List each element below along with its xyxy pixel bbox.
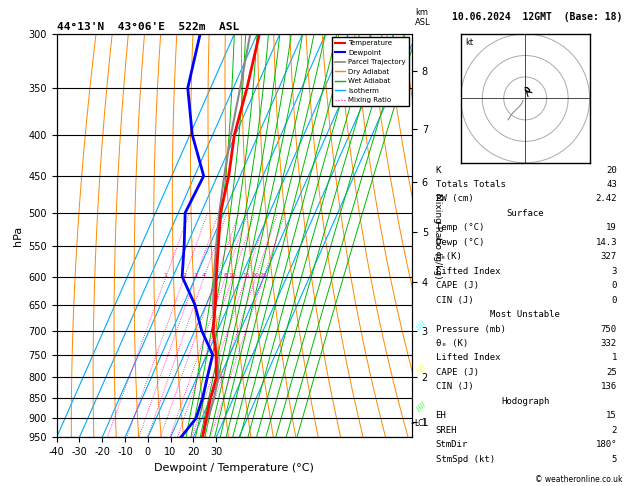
Text: StmDir: StmDir: [435, 440, 468, 449]
Text: K: K: [435, 166, 441, 174]
Text: Temp (°C): Temp (°C): [435, 224, 484, 232]
Text: 25: 25: [606, 368, 617, 377]
Text: 0: 0: [611, 295, 617, 305]
Text: 136: 136: [601, 382, 617, 391]
Y-axis label: hPa: hPa: [13, 226, 23, 246]
Text: 0: 0: [611, 281, 617, 290]
Text: 43: 43: [606, 180, 617, 189]
Text: 2: 2: [182, 273, 186, 278]
Text: CAPE (J): CAPE (J): [435, 281, 479, 290]
Text: © weatheronline.co.uk: © weatheronline.co.uk: [535, 474, 623, 484]
Text: 20: 20: [606, 166, 617, 174]
X-axis label: Dewpoint / Temperature (°C): Dewpoint / Temperature (°C): [154, 463, 314, 473]
Text: SREH: SREH: [435, 426, 457, 434]
Text: LCL: LCL: [414, 418, 428, 428]
Text: 44°13'N  43°06'E  522m  ASL: 44°13'N 43°06'E 522m ASL: [57, 22, 239, 32]
Text: Lifted Index: Lifted Index: [435, 353, 500, 363]
Text: CIN (J): CIN (J): [435, 382, 473, 391]
Text: Totals Totals: Totals Totals: [435, 180, 505, 189]
Text: 8: 8: [223, 273, 227, 278]
Text: ////: ////: [416, 363, 426, 374]
Text: 6: 6: [214, 273, 218, 278]
Text: 2.42: 2.42: [596, 194, 617, 204]
Text: 327: 327: [601, 252, 617, 261]
Text: θₑ (K): θₑ (K): [435, 339, 468, 348]
Text: 25: 25: [260, 273, 267, 278]
Y-axis label: Mixing Ratio (g/kg): Mixing Ratio (g/kg): [433, 193, 442, 278]
Text: ////: ////: [416, 401, 426, 412]
Text: km
ASL: km ASL: [415, 8, 431, 27]
Text: 5: 5: [611, 454, 617, 464]
Text: CAPE (J): CAPE (J): [435, 368, 479, 377]
Text: Pressure (mb): Pressure (mb): [435, 325, 505, 333]
Text: Surface: Surface: [506, 209, 544, 218]
Text: kt: kt: [465, 38, 473, 47]
Text: 15: 15: [606, 411, 617, 420]
Text: Dewp (°C): Dewp (°C): [435, 238, 484, 247]
Text: 4: 4: [202, 273, 206, 278]
Text: 2: 2: [611, 426, 617, 434]
Text: Lifted Index: Lifted Index: [435, 267, 500, 276]
Text: θₑ(K): θₑ(K): [435, 252, 462, 261]
Legend: Temperature, Dewpoint, Parcel Trajectory, Dry Adiabat, Wet Adiabat, Isotherm, Mi: Temperature, Dewpoint, Parcel Trajectory…: [332, 37, 408, 106]
Text: 3: 3: [194, 273, 198, 278]
Text: Most Unstable: Most Unstable: [490, 310, 560, 319]
Text: 332: 332: [601, 339, 617, 348]
Text: 1: 1: [611, 353, 617, 363]
Text: StmSpd (kt): StmSpd (kt): [435, 454, 494, 464]
Text: 3: 3: [611, 267, 617, 276]
Text: PW (cm): PW (cm): [435, 194, 473, 204]
Text: EH: EH: [435, 411, 446, 420]
Text: 14.3: 14.3: [596, 238, 617, 247]
Text: 10: 10: [228, 273, 237, 278]
Text: 20: 20: [252, 273, 260, 278]
Text: 15: 15: [242, 273, 250, 278]
Text: CIN (J): CIN (J): [435, 295, 473, 305]
Text: 1: 1: [164, 273, 167, 278]
Text: Hodograph: Hodograph: [501, 397, 549, 406]
Text: 10.06.2024  12GMT  (Base: 18): 10.06.2024 12GMT (Base: 18): [452, 12, 623, 22]
Text: 19: 19: [606, 224, 617, 232]
Text: ////: ////: [416, 320, 426, 331]
Text: 180°: 180°: [596, 440, 617, 449]
Text: 750: 750: [601, 325, 617, 333]
